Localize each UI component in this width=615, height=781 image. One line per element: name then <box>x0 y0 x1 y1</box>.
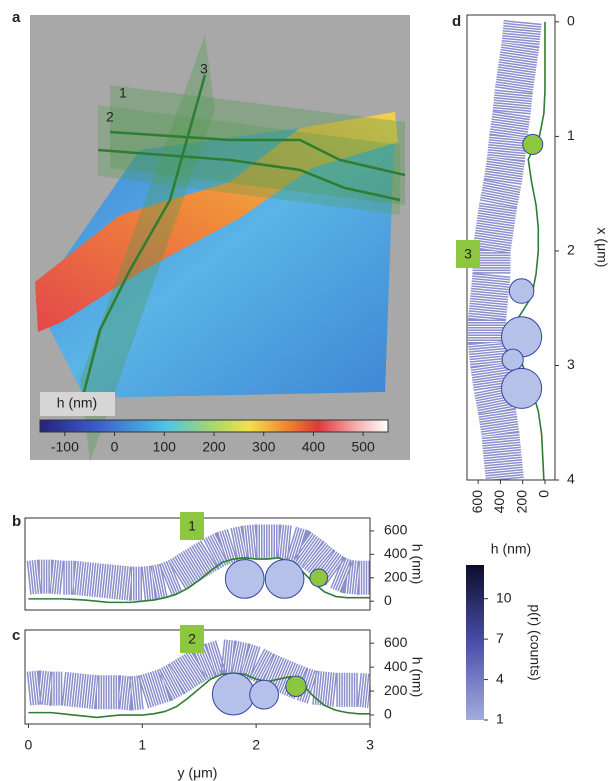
panel-label: b <box>12 513 21 530</box>
x-axis-label: y (μm) <box>178 765 218 781</box>
colorbar-tick-label: 500 <box>351 439 375 455</box>
annotation: 3 <box>464 246 472 262</box>
x-tick-label: 3 <box>567 356 575 372</box>
annotation-box <box>180 625 204 653</box>
x-tick-label: 3 <box>366 737 374 753</box>
x-tick-label: 1 <box>567 127 575 143</box>
grain-circle <box>522 133 544 155</box>
grain-circle <box>264 559 305 599</box>
colorbar-label: p(r) (counts) <box>527 604 543 680</box>
annotation: 2 <box>188 631 196 647</box>
plot-area <box>467 15 555 480</box>
colorbar-tick-label: 10 <box>496 589 512 605</box>
y-tick-label: 400 <box>384 545 408 561</box>
colorbar-tick-label: 200 <box>202 439 226 455</box>
point-cloud <box>25 524 370 601</box>
y-tick-label: 400 <box>384 658 408 674</box>
y-tick-label: 400 <box>491 490 507 514</box>
plane-2 <box>98 105 400 215</box>
y-tick-label: 600 <box>384 522 408 538</box>
grain-circle <box>309 568 329 588</box>
profile-line-1 <box>109 130 406 177</box>
plane-label: 3 <box>200 61 208 77</box>
x-tick-label: 4 <box>567 471 575 487</box>
colorbar-tick-label: 1 <box>496 711 504 727</box>
panel-label: c <box>12 627 20 644</box>
grain-circle <box>224 559 265 599</box>
grain-circle <box>249 679 279 710</box>
grain-circle <box>501 367 543 409</box>
colorbar <box>39 419 389 433</box>
grain-circle <box>211 672 255 716</box>
colorbar-tick-label: 7 <box>496 630 504 646</box>
profile-line-2 <box>97 148 401 202</box>
point-cloud <box>468 20 542 480</box>
surface-profile <box>28 672 370 719</box>
point-cloud <box>25 639 370 711</box>
colorbar-tick-label: 4 <box>496 670 504 686</box>
profile-line-3 <box>80 74 207 401</box>
surface <box>35 115 395 398</box>
plane-label: 2 <box>106 109 114 125</box>
surface-profile <box>516 21 546 480</box>
plane-label: 1 <box>119 85 127 101</box>
colorbar-tick-label: 400 <box>302 439 326 455</box>
y-tick-label: 200 <box>384 568 408 584</box>
panel-label: a <box>12 9 21 26</box>
x-tick-label: 0 <box>567 13 575 29</box>
y-tick-label: 0 <box>536 490 552 498</box>
y-axis-label: h (nm) <box>491 541 531 557</box>
annotation-box <box>456 240 480 268</box>
panel-a-illustration: 1 2 3 h (nm) a <box>12 9 410 462</box>
y-axis-label: h (nm) <box>409 544 425 584</box>
colorbar <box>466 565 484 720</box>
grain-circle <box>508 278 535 304</box>
colorbar-tick-label: -100 <box>51 439 79 455</box>
colorbar-tick-label: 100 <box>153 439 177 455</box>
plane-3 <box>80 35 215 462</box>
y-tick-label: 600 <box>384 634 408 650</box>
colorbar-tick-label: 300 <box>252 439 276 455</box>
colorbar-label-box <box>40 392 115 416</box>
y-tick-label: 600 <box>469 490 485 514</box>
y-tick-label: 0 <box>384 706 392 722</box>
panel-label: d <box>452 13 461 30</box>
annotation-box <box>180 512 204 540</box>
colorbar-tick-label: 0 <box>111 439 119 455</box>
grain-circle <box>501 348 524 371</box>
annotation: 1 <box>188 518 196 534</box>
x-tick-label: 2 <box>252 737 260 753</box>
colorbar-label: h (nm) <box>57 395 97 411</box>
y-tick-label: 200 <box>513 490 529 514</box>
y-tick-label: 0 <box>384 592 392 608</box>
x-tick-label: 1 <box>138 737 146 753</box>
grain-circle <box>285 675 307 697</box>
x-tick-label: 2 <box>567 242 575 258</box>
y-tick-label: 200 <box>384 682 408 698</box>
x-tick-label: 0 <box>25 737 33 753</box>
x-axis-label: x (μm) <box>594 228 610 268</box>
y-axis-label: h (nm) <box>409 657 425 697</box>
plane-1 <box>110 85 405 205</box>
